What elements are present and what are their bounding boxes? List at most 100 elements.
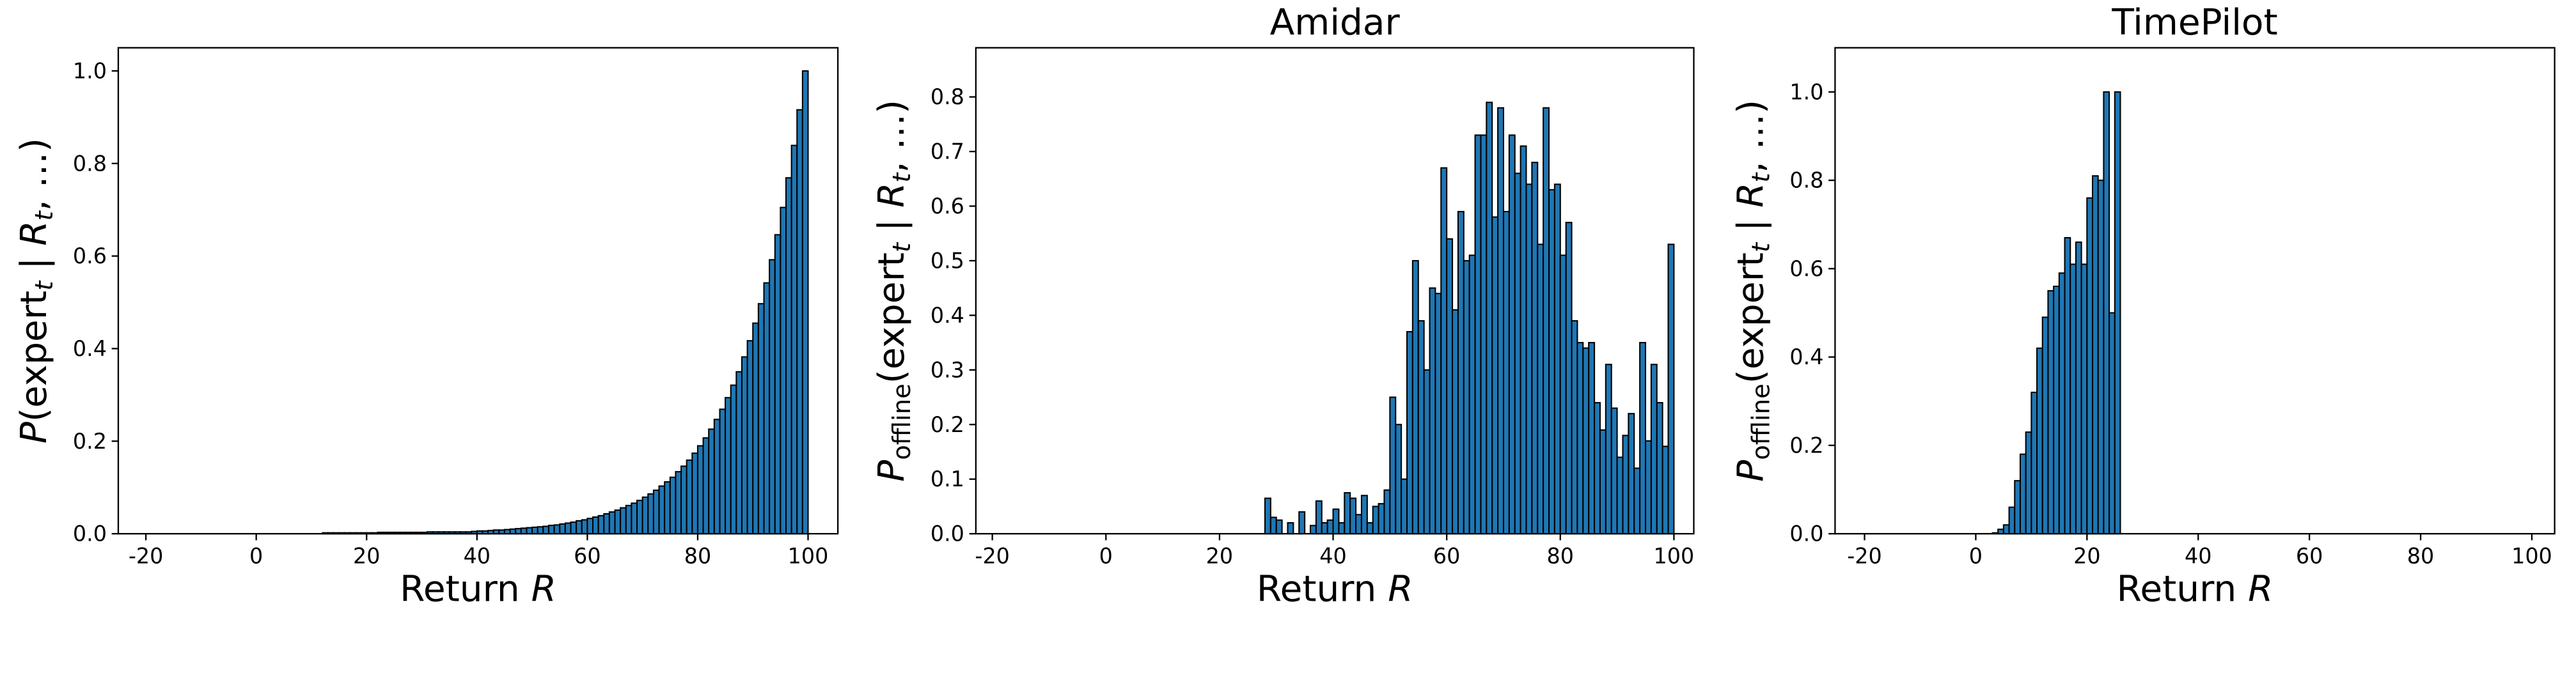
bar [1543, 107, 1550, 535]
bar [581, 519, 588, 535]
bar [757, 303, 765, 535]
bar [801, 70, 809, 535]
bar [1599, 429, 1606, 535]
y-axis-label-part: t [888, 172, 916, 183]
bar [1383, 489, 1391, 535]
bar [2091, 175, 2099, 535]
bar [1344, 492, 1351, 535]
x-tick-label: -20 [1847, 543, 1882, 568]
bar [1360, 495, 1368, 535]
x-tick-label: 100 [1654, 543, 1695, 568]
bar [2080, 263, 2088, 535]
x-tick-label: 100 [2511, 543, 2552, 568]
bar [1349, 497, 1357, 535]
bar [641, 496, 649, 535]
bar [1559, 254, 1567, 535]
x-tick-label: -20 [975, 543, 1010, 568]
bar [515, 528, 522, 535]
x-tick-label: 20 [2073, 543, 2100, 568]
bar [1463, 259, 1470, 535]
bar [1514, 173, 1521, 535]
bar [1588, 342, 1596, 535]
bar [564, 522, 572, 535]
bar [1411, 259, 1419, 535]
bar [2036, 347, 2043, 535]
y-axis-label: Poffline(expertt | Rt, …) [871, 100, 916, 482]
bar [785, 177, 792, 535]
bar [1326, 519, 1334, 535]
bar [1491, 216, 1499, 535]
bar [1457, 211, 1465, 535]
bar [636, 499, 643, 535]
bar [675, 471, 682, 535]
x-axis-label: Return R [1257, 568, 1413, 610]
bar [620, 507, 627, 535]
plot-frame [975, 47, 1695, 535]
bar [2030, 391, 2038, 535]
bar [1395, 424, 1402, 535]
y-axis-label-part: R [1730, 183, 1771, 208]
bar [2019, 453, 2027, 535]
bar [1508, 134, 1516, 535]
bar [1372, 506, 1379, 535]
y-axis-label-part: , …) [871, 100, 913, 173]
bar [1644, 440, 1652, 535]
bar [1667, 243, 1675, 535]
y-tick-label: 0.1 [931, 467, 964, 491]
y-axis-label-part: R [13, 220, 55, 245]
y-tick-label: 0.0 [73, 522, 107, 546]
y-axis-label-part: | [1730, 208, 1771, 243]
y-axis-label-part: P [1730, 460, 1771, 482]
bar [780, 206, 787, 535]
bar [1401, 478, 1408, 535]
y-tick-label: 0.2 [73, 429, 107, 454]
bar [1610, 407, 1618, 535]
bar [559, 523, 566, 535]
bar [2058, 272, 2066, 535]
y-axis-label-part: t [1747, 172, 1775, 183]
bar [1275, 519, 1283, 535]
bar [2008, 506, 2016, 535]
bar [531, 526, 538, 535]
bar [719, 408, 726, 535]
bar [790, 144, 798, 535]
bar [592, 516, 599, 535]
bar [1446, 238, 1454, 535]
chart-panel: -20 0 20 40 60 80 100 0.0 0.1 0.2 0.3 0.4 0.5 0.6 0.7 0… [871, 2, 1695, 610]
y-tick-label: 0.0 [1789, 522, 1823, 546]
bar [1378, 503, 1385, 535]
x-tick-label: 60 [2296, 543, 2323, 568]
bar [658, 485, 666, 535]
bar [741, 356, 748, 535]
chart-title: TimePilot [2111, 2, 2277, 43]
bar [2103, 91, 2110, 535]
bar [1650, 364, 1658, 535]
bar [603, 513, 610, 535]
bar [547, 525, 555, 535]
bar [1389, 396, 1397, 535]
chart-panel: -20 0 20 40 60 80 100 0.0 0.2 0.4 0.6 0.8 1.0 Return … [13, 47, 839, 610]
bar [1332, 508, 1340, 535]
bar [2047, 290, 2055, 535]
bar [1269, 516, 1277, 535]
bar [1452, 309, 1459, 535]
bar [608, 511, 616, 535]
bar [2002, 524, 2010, 535]
y-axis-label-part: , …) [1730, 100, 1771, 173]
bar [763, 282, 771, 535]
x-tick-label: 20 [353, 543, 380, 568]
x-tick-label: 0 [1969, 543, 1983, 568]
bar [2097, 180, 2105, 535]
chart-panel: -20 0 20 40 60 80 100 0.0 0.2 0.4 0.6 0.8 1.0 TimePil… [1730, 2, 2556, 610]
bar [1298, 511, 1306, 535]
y-tick-label: 0.4 [73, 336, 107, 361]
bar [2086, 197, 2094, 535]
y-tick-label: 0.8 [1789, 168, 1823, 193]
y-axis-label-part: , …) [13, 138, 55, 211]
bar [796, 109, 803, 535]
y-tick-label: 0.6 [73, 243, 107, 268]
x-tick-label: 0 [249, 543, 263, 568]
bar [2075, 241, 2082, 535]
bar [625, 504, 632, 535]
bar [669, 476, 677, 535]
